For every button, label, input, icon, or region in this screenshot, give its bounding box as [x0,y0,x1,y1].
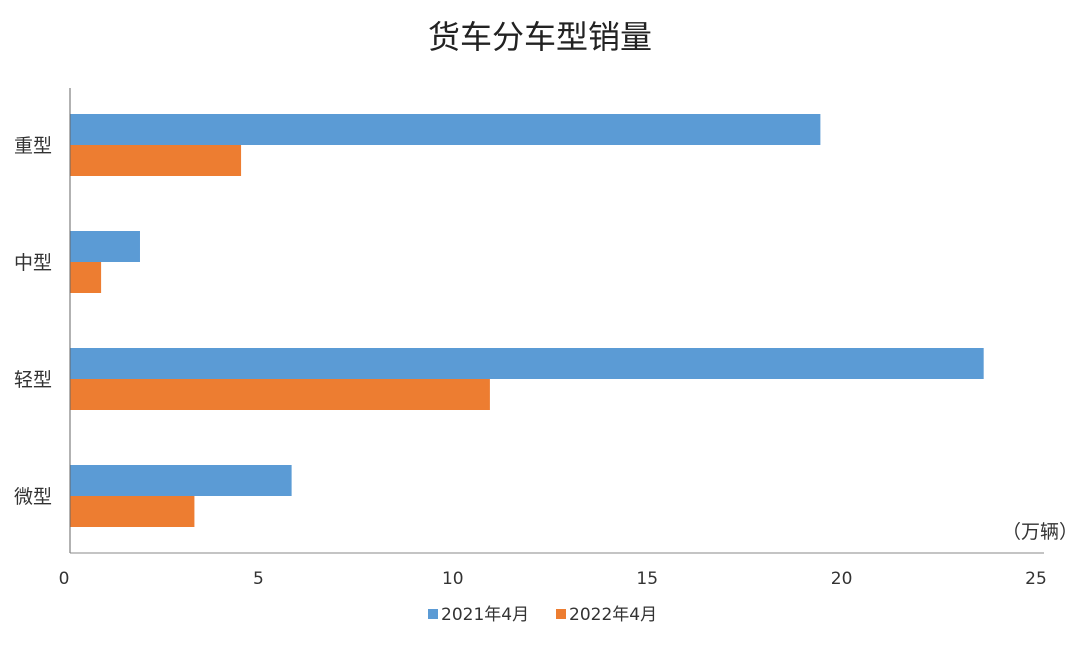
category-label: 中型 [14,252,52,274]
bar-series2-0 [70,145,242,176]
bar-series1-2 [70,348,984,379]
category-label: 轻型 [14,369,52,391]
chart-title: 货车分车型销量 [428,18,652,56]
x-tick-label: 0 [59,569,70,589]
x-tick-label: 10 [442,569,464,589]
x-tick-label: 5 [253,569,264,589]
x-tick-label: 15 [636,569,658,589]
x-tick-label: 25 [1025,569,1047,589]
x-tick-labels: 0 5 10 15 20 25 [59,569,1047,589]
legend-label-1: 2021年4月 [441,605,529,625]
bar-series2-1 [70,262,102,293]
bar-series1-3 [70,465,292,496]
bar-series1-1 [70,231,140,262]
legend: 2021年4月 2022年4月 [428,605,657,625]
unit-label: （万辆） [1002,521,1078,543]
x-tick-label: 20 [831,569,853,589]
bar-series1-0 [70,114,821,145]
bar-series2-3 [70,496,195,527]
category-label: 重型 [14,135,52,157]
category-label: 微型 [14,486,52,508]
legend-swatch-2 [556,609,566,619]
bars-layer [70,114,984,527]
legend-swatch-1 [428,609,438,619]
bar-series2-2 [70,379,490,410]
legend-label-2: 2022年4月 [569,605,657,625]
